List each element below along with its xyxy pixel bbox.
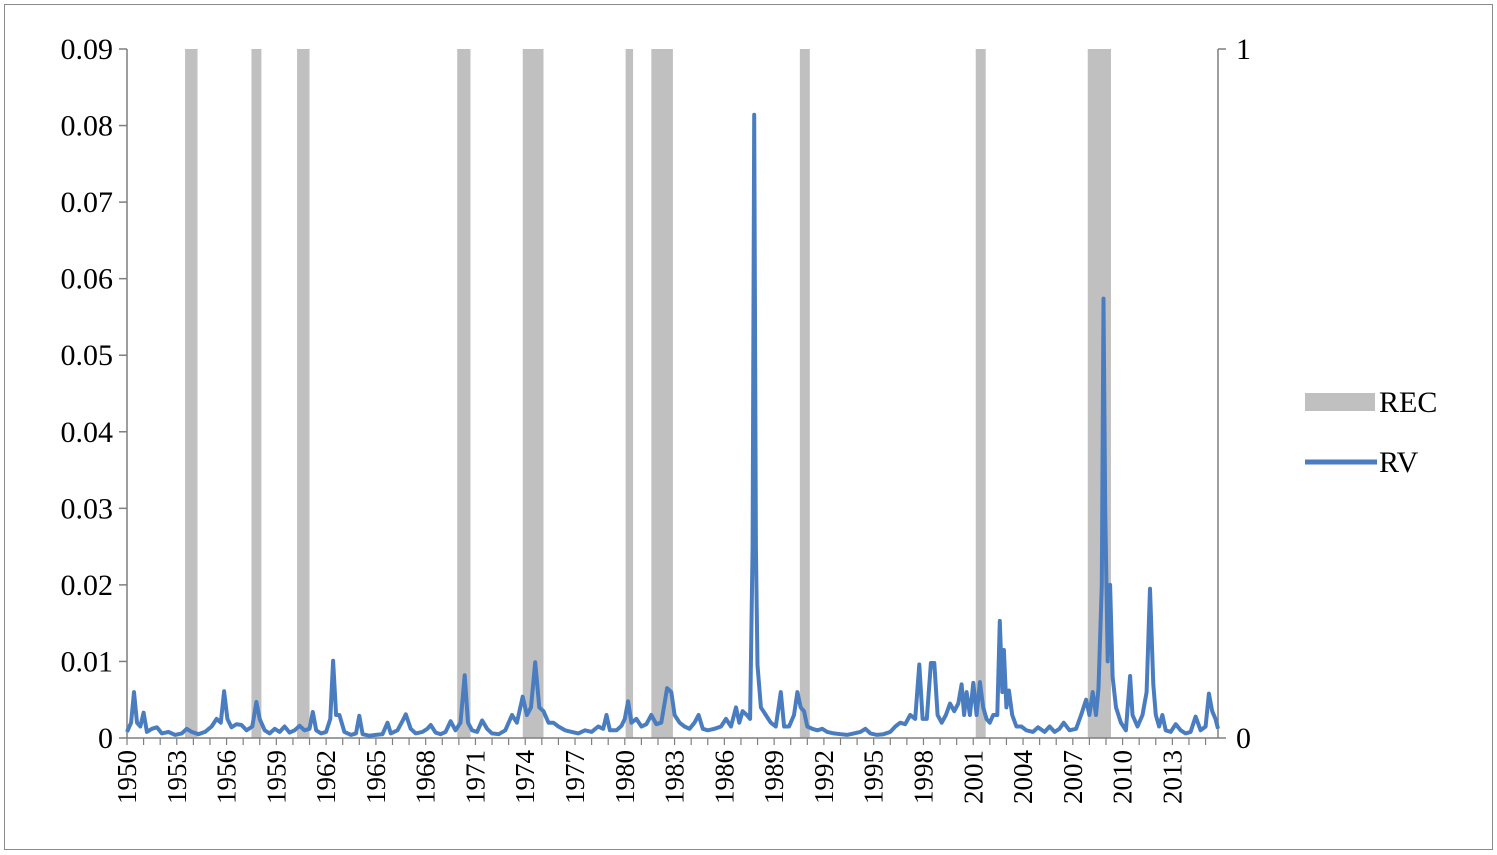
right-y-ticks: 01 (1218, 33, 1251, 755)
x-tick-label-15: 1995 (859, 750, 889, 804)
right-tick-label-1: 1 (1236, 33, 1251, 66)
x-tick-label-1: 1953 (162, 750, 192, 804)
x-tick-label-8: 1974 (510, 750, 540, 805)
x-tick-label-5: 1965 (361, 750, 391, 804)
rec-bar-4 (522, 49, 544, 738)
rec-bar-3 (457, 49, 471, 738)
left-tick-label-2: 0.02 (61, 569, 114, 602)
legend-rv-label: RV (1379, 446, 1419, 479)
x-tick-label-9: 1977 (560, 750, 590, 804)
x-tick-label-4: 1962 (311, 750, 341, 804)
left-tick-label-0: 0 (98, 722, 113, 755)
rec-bar-8 (975, 49, 986, 738)
left-tick-label-6: 0.06 (61, 263, 114, 296)
left-tick-label-9: 0.09 (61, 33, 114, 66)
x-tick-label-12: 1986 (709, 750, 739, 804)
x-tick-label-6: 1968 (411, 750, 441, 804)
x-tick-label-2: 1956 (212, 750, 242, 804)
rec-bar-7 (799, 49, 810, 738)
recession-bars (185, 49, 1111, 738)
x-tick-label-10: 1980 (610, 750, 640, 804)
legend-rec-swatch (1305, 393, 1375, 411)
left-tick-label-8: 0.08 (61, 110, 114, 143)
x-tick-label-14: 1992 (809, 750, 839, 804)
x-tick-label-19: 2007 (1058, 750, 1088, 804)
legend: REC RV (1305, 386, 1437, 479)
x-tick-label-7: 1971 (460, 750, 490, 804)
x-tick-label-21: 2013 (1157, 750, 1187, 804)
left-tick-label-5: 0.05 (61, 339, 114, 372)
x-tick-label-20: 2010 (1108, 750, 1138, 804)
x-tick-label-3: 1959 (261, 750, 291, 804)
left-tick-label-7: 0.07 (61, 186, 114, 219)
x-tick-label-13: 1989 (759, 750, 789, 804)
x-tick-label-0: 1950 (112, 750, 142, 804)
right-tick-label-0: 0 (1236, 722, 1251, 755)
rec-bar-6 (651, 49, 673, 738)
rv-series-line (125, 112, 1220, 738)
left-tick-label-4: 0.04 (61, 416, 114, 449)
axes (126, 49, 1219, 739)
rec-bar-1 (251, 49, 262, 738)
legend-rec-label: REC (1379, 386, 1437, 419)
left-y-ticks: 0 0.01 0.02 0.03 0.04 0.05 0.06 0.07 0.08 0.09 (61, 33, 127, 755)
left-tick-label-3: 0.03 (61, 492, 114, 525)
x-ticks: 1950 1953 1956 1959 1962 1965 1968 1971 1974 1977… (112, 738, 1207, 805)
rec-bar-2 (297, 49, 310, 738)
x-tick-label-18: 2004 (1008, 750, 1038, 805)
left-tick-label-1: 0.01 (61, 645, 114, 678)
rec-bar-5 (625, 49, 634, 738)
rec-bar-0 (185, 49, 198, 738)
x-tick-label-16: 1998 (908, 750, 938, 804)
x-tick-label-11: 1983 (660, 750, 690, 804)
x-tick-label-17: 2001 (958, 750, 988, 804)
rv-rec-chart: 00.010.020.030.040.050.060.070.080.09 01… (61, 33, 1438, 805)
